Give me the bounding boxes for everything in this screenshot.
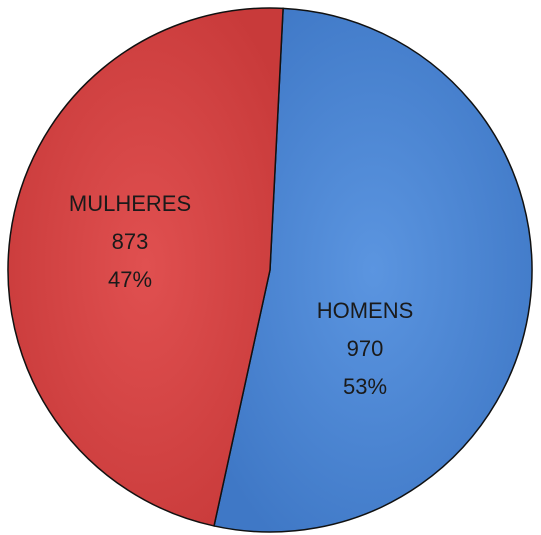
- slice-percent-label: 47%: [108, 267, 152, 292]
- slice-category-label: HOMENS: [317, 298, 414, 323]
- slice-percent-label: 53%: [343, 374, 387, 399]
- slice-value-label: 873: [112, 229, 149, 254]
- pie-slice: [7, 7, 284, 527]
- slice-value-label: 970: [347, 336, 384, 361]
- slice-category-label: MULHERES: [69, 191, 191, 216]
- pie-slice: [213, 7, 533, 533]
